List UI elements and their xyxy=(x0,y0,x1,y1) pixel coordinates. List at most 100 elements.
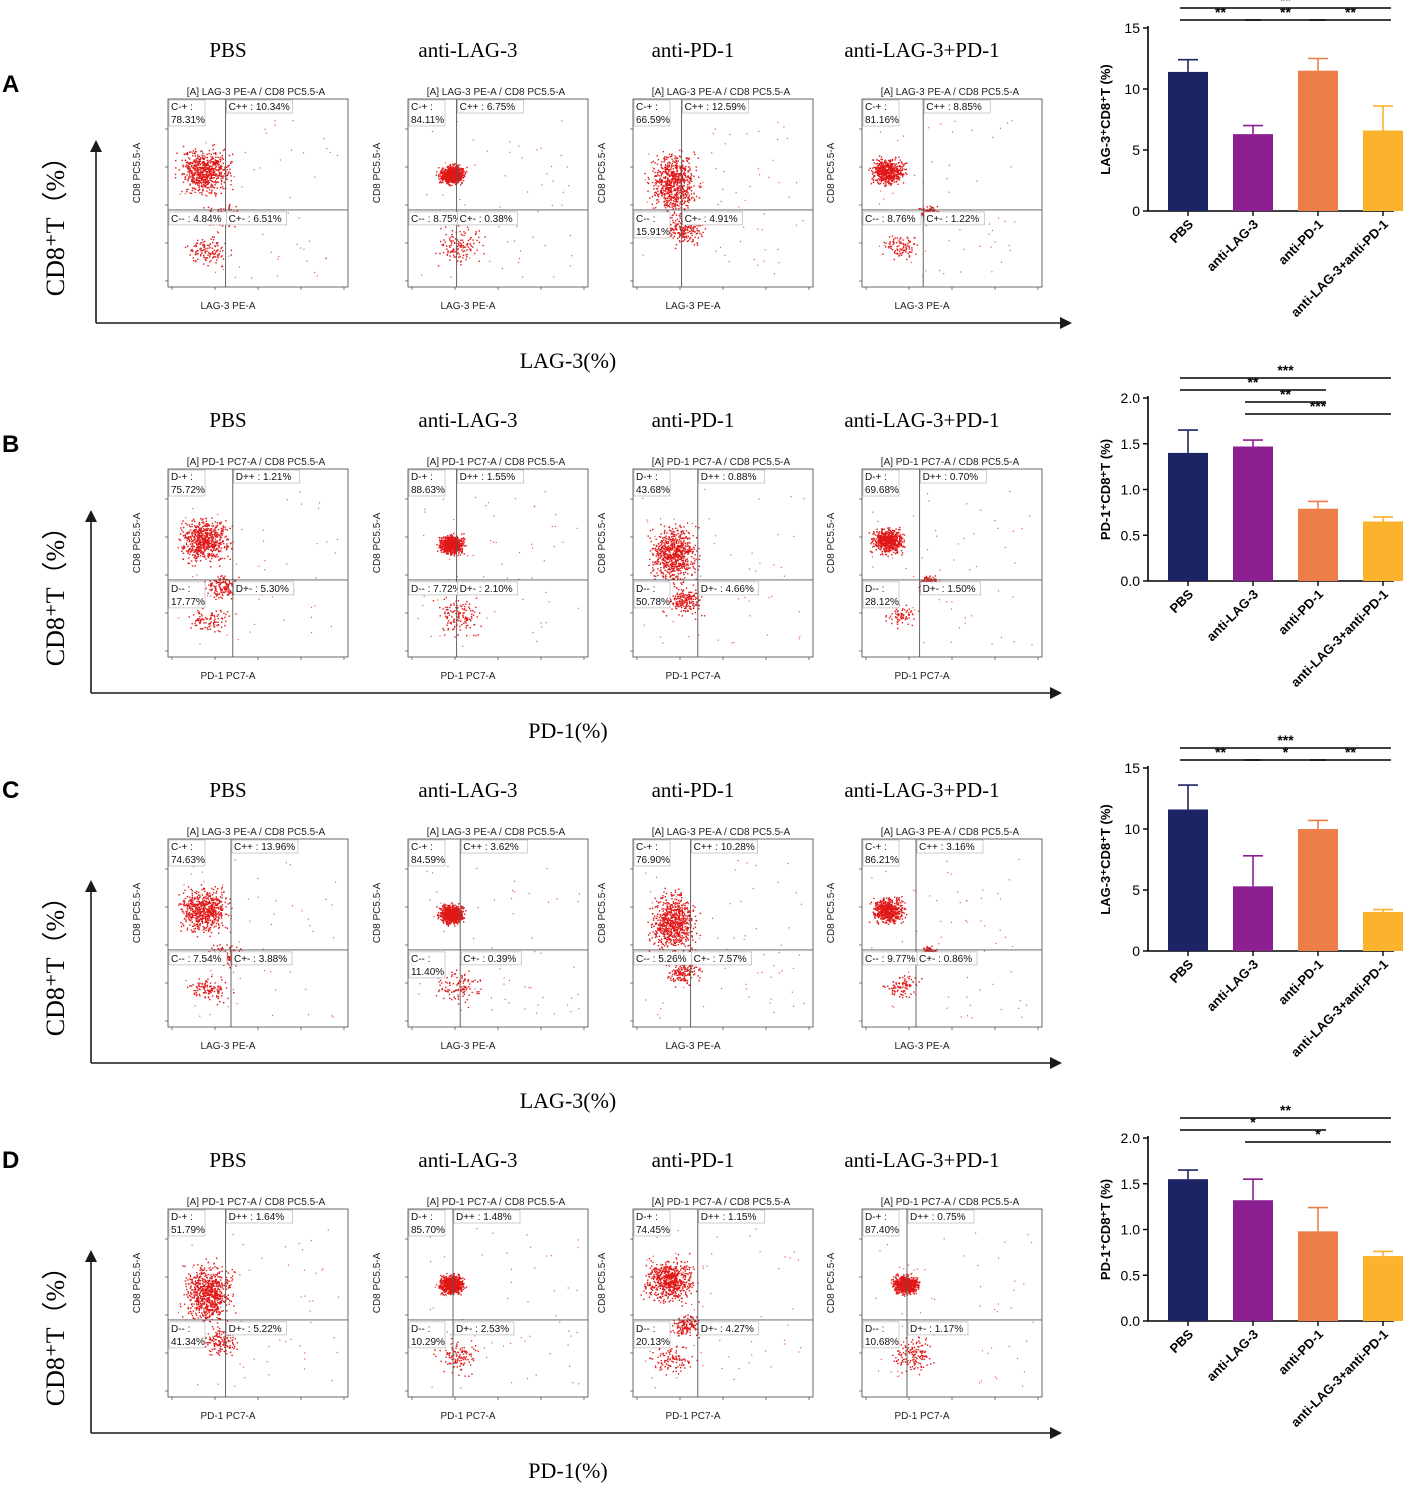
flow-dot xyxy=(670,178,673,180)
flow-dot xyxy=(463,231,465,233)
flow-dot xyxy=(660,164,662,167)
flow-dot xyxy=(447,178,449,180)
flow-dot xyxy=(221,175,224,178)
flow-dot xyxy=(214,173,216,176)
flow-dot xyxy=(678,236,681,238)
flow-dot xyxy=(210,170,212,172)
flow-dot xyxy=(461,169,463,172)
flow-dot xyxy=(214,544,217,546)
flow-dot xyxy=(182,173,184,175)
flow-dot xyxy=(890,164,892,167)
flow-dot xyxy=(653,188,655,190)
flow-dot xyxy=(684,190,686,193)
flow-dot xyxy=(190,192,193,195)
flow-dot xyxy=(198,188,201,190)
flow-dot xyxy=(195,161,197,164)
flow-dot xyxy=(452,251,454,253)
bar-y-tick-label: 5 xyxy=(1132,142,1140,158)
flow-dot xyxy=(447,169,450,171)
flow-dot xyxy=(883,198,885,200)
flow-dot xyxy=(204,250,206,252)
flow-dot xyxy=(678,173,680,176)
flow-dot xyxy=(210,528,213,530)
flow-dot xyxy=(687,175,689,177)
flow-dot xyxy=(656,181,658,183)
flow-dot xyxy=(687,205,689,207)
flow-dot xyxy=(885,161,888,163)
flow-dot xyxy=(876,162,878,165)
flow-dot xyxy=(216,535,218,538)
flow-dot xyxy=(908,248,911,250)
flow-dot xyxy=(196,540,198,542)
flow-dot xyxy=(211,180,214,183)
flow-dot xyxy=(214,529,217,532)
flow-dot xyxy=(896,249,899,251)
flow-dot xyxy=(221,529,224,531)
flow-dot xyxy=(191,547,194,550)
flow-dot xyxy=(224,528,227,531)
flow-dot xyxy=(194,559,197,561)
flow-dot xyxy=(215,162,217,164)
flow-dot xyxy=(211,525,213,527)
flow-dot xyxy=(217,210,220,212)
flow-dot xyxy=(210,186,212,188)
flow-dot xyxy=(204,546,206,548)
flow-dot xyxy=(207,179,209,182)
flow-dot xyxy=(478,230,480,232)
flow-dot xyxy=(668,197,671,199)
flow-dot xyxy=(451,166,453,168)
flow-dot xyxy=(712,132,714,135)
flow-dot xyxy=(218,593,221,595)
flow-dot xyxy=(446,183,448,185)
flow-dot xyxy=(902,251,904,254)
flow-dot xyxy=(670,189,672,191)
flow-dot xyxy=(192,175,194,177)
flow-dot xyxy=(686,158,688,160)
flow-dot xyxy=(217,242,219,244)
flow-dot xyxy=(187,152,189,155)
flow-dot xyxy=(672,171,674,174)
flow-dot xyxy=(684,169,686,171)
flow-dot xyxy=(693,200,696,202)
flow-dot xyxy=(208,167,210,169)
flow-dot xyxy=(897,183,899,185)
flow-dot xyxy=(211,185,214,187)
flow-dot xyxy=(648,153,650,155)
flow-dot xyxy=(881,172,883,174)
flow-dot xyxy=(461,249,463,251)
flow-dot xyxy=(896,165,899,168)
flow-dot xyxy=(880,172,882,174)
flow-dot xyxy=(991,271,993,273)
flow-dot xyxy=(880,171,882,173)
flow-plot-1: PBS[A] LAG-3 PE-A / CD8 PC5.5-AC-+ :78.3… xyxy=(132,38,349,312)
flow-dot xyxy=(685,191,688,193)
flow-dot xyxy=(206,257,209,259)
flow-dot xyxy=(887,175,889,177)
flow-dot xyxy=(757,264,759,266)
flow-dot xyxy=(206,168,208,170)
bar-category-label: anti-PD-1 xyxy=(1275,217,1326,268)
flow-dot xyxy=(758,130,760,132)
flow-dot xyxy=(684,167,686,169)
flow-dot xyxy=(671,164,673,166)
flow-dot xyxy=(664,187,667,189)
flow-dot xyxy=(999,127,1001,129)
flow-dot xyxy=(194,152,196,154)
flow-dot xyxy=(897,239,899,241)
flow-dot xyxy=(688,162,690,165)
flow-dot xyxy=(976,180,978,182)
flow-dot xyxy=(686,229,689,231)
flow-dot xyxy=(198,618,200,620)
flow-dot xyxy=(672,202,674,205)
flow-dot xyxy=(670,199,672,201)
flow-dot xyxy=(893,177,895,179)
flow-dot xyxy=(198,166,200,169)
flow-dot xyxy=(676,191,678,194)
flow-dot xyxy=(207,548,210,550)
flow-dot xyxy=(206,156,208,159)
flow-dot xyxy=(203,157,205,160)
flow-dot xyxy=(213,249,215,251)
flow-dot xyxy=(194,533,196,535)
flow-dot xyxy=(208,546,210,548)
flow-dot xyxy=(692,239,694,241)
